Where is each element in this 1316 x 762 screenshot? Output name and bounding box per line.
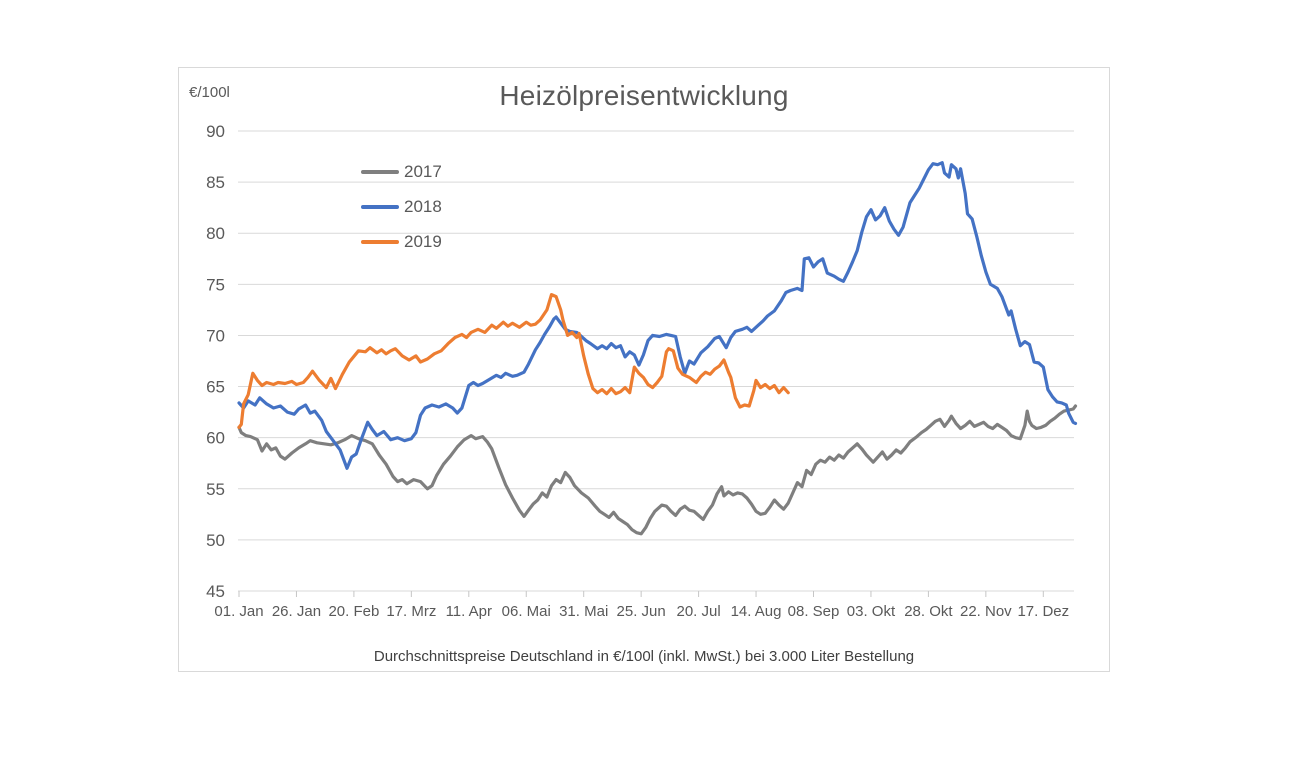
y-tick-label-45: 45 — [206, 582, 225, 601]
x-tick-label-1: 26. Jan — [272, 603, 321, 620]
x-tick-label-8: 20. Jul — [676, 603, 720, 620]
y-tick-label-70: 70 — [206, 326, 225, 345]
y-tick-label-90: 90 — [206, 122, 225, 141]
x-tick-label-4: 11. Apr — [446, 603, 492, 620]
series-line-2019 — [237, 293, 790, 429]
chart-title: Heizölpreisentwicklung — [499, 80, 789, 111]
x-tick-label-10: 08. Sep — [788, 603, 840, 620]
x-tick-label-7: 25. Jun — [617, 603, 666, 620]
series-line-2018 — [237, 161, 1078, 470]
series-line-2017 — [237, 404, 1078, 536]
plot-area: 90 85 80 75 70 65 60 55 50 45 01. Jan 26. Jan 20. Fe… — [206, 122, 1078, 620]
x-tick-label-0: 01. Jan — [214, 603, 263, 620]
x-tick-label-13: 22. Nov — [960, 603, 1012, 620]
y-tick-label-75: 75 — [206, 275, 225, 294]
x-tick-label-3: 17. Mrz — [386, 603, 436, 620]
legend-swatch-2018 — [361, 204, 399, 209]
y-axis-title: €/100l — [189, 84, 230, 101]
legend-swatch-2019 — [361, 239, 399, 244]
y-tick-label-60: 60 — [206, 429, 225, 448]
x-tick-label-6: 31. Mai — [559, 603, 608, 620]
x-tick-label-9: 14. Aug — [731, 603, 782, 620]
legend-item-2018: 2018 — [361, 189, 442, 224]
legend-label-2017: 2017 — [404, 161, 442, 181]
y-tick-label-55: 55 — [206, 480, 225, 499]
legend-item-2019: 2019 — [361, 224, 442, 259]
y-tick-label-65: 65 — [206, 378, 225, 397]
legend-label-2019: 2019 — [404, 231, 442, 251]
y-tick-label-85: 85 — [206, 173, 225, 192]
x-tick-label-2: 20. Feb — [328, 603, 379, 620]
legend-label-2018: 2018 — [404, 196, 442, 216]
x-tick-label-12: 28. Okt — [904, 603, 953, 620]
legend-swatch-2017 — [361, 169, 399, 174]
x-tick-label-14: 17. Dez — [1017, 603, 1069, 620]
chart-caption: Durchschnittspreise Deutschland in €/100… — [373, 648, 915, 665]
heating-oil-price-chart: 90 85 80 75 70 65 60 55 50 45 01. Jan 26. Jan 20. Fe… — [178, 67, 1110, 672]
x-tick-label-11: 03. Okt — [847, 603, 896, 620]
y-tick-label-80: 80 — [206, 224, 225, 243]
legend: 2017 2018 2019 — [361, 154, 442, 259]
x-tick-label-5: 06. Mai — [502, 603, 551, 620]
y-tick-label-50: 50 — [206, 531, 225, 550]
legend-item-2017: 2017 — [361, 154, 442, 189]
